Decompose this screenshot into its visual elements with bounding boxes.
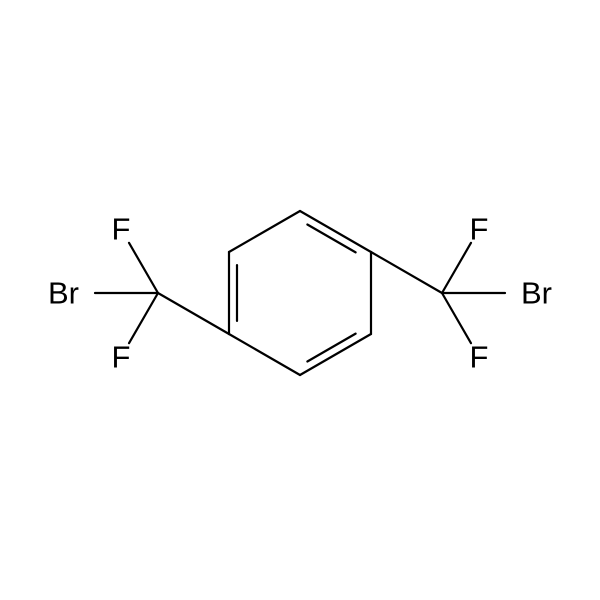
- atom-label: F: [112, 340, 131, 375]
- atom-label: F: [470, 212, 489, 247]
- atom-label: Br: [48, 276, 79, 311]
- atom-label: F: [470, 340, 489, 375]
- atom-label: F: [112, 212, 131, 247]
- chemical-structure-diagram: F F Br F F Br: [0, 0, 600, 600]
- atom-label: Br: [521, 276, 552, 311]
